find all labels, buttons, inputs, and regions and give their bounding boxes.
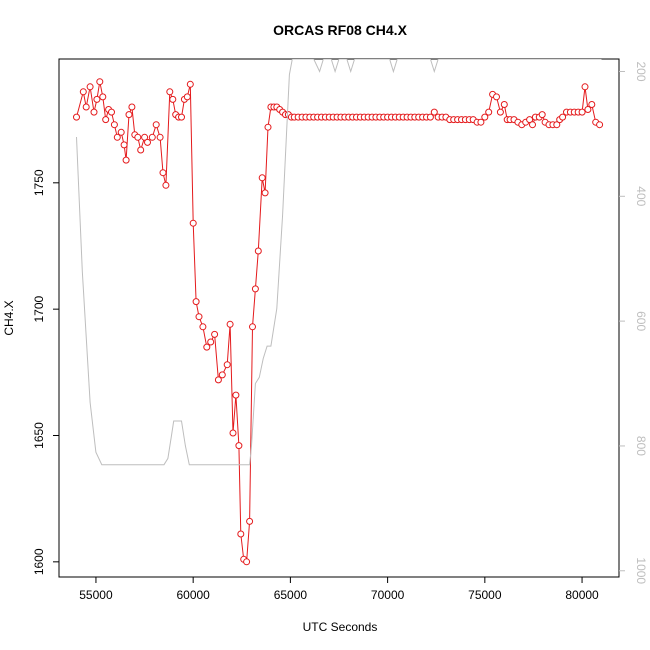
data-point: [125, 111, 133, 119]
data-point: [538, 111, 546, 119]
y2-tick-label: 400: [634, 186, 648, 206]
data-point: [148, 133, 156, 141]
data-point: [249, 323, 256, 331]
secondary-line: [76, 59, 602, 466]
data-point: [553, 121, 561, 129]
y2-tick-label: 800: [634, 436, 648, 456]
x-axis-label: UTC Seconds: [303, 620, 378, 634]
y2-tick-label: 200: [634, 61, 648, 81]
data-point: [122, 156, 130, 164]
data-point: [90, 108, 98, 116]
data-point: [214, 376, 222, 384]
y-axis-label: CH4.X: [2, 300, 16, 335]
data-point: [178, 113, 185, 121]
data-point: [192, 298, 200, 306]
data-point: [73, 113, 80, 121]
data-point: [500, 101, 508, 108]
data-point: [199, 323, 207, 331]
data-point: [261, 189, 269, 197]
data-point: [264, 123, 272, 131]
data-point: [588, 101, 596, 108]
x-tick-label: 55000: [79, 588, 113, 602]
data-point: [211, 330, 219, 338]
data-point: [251, 285, 259, 293]
data-point: [493, 93, 500, 101]
data-point: [169, 95, 177, 103]
data-point: [79, 88, 87, 96]
data-point: [223, 361, 231, 369]
data-point: [82, 103, 90, 111]
data-point: [581, 83, 589, 91]
data-point: [134, 133, 142, 141]
data-point: [86, 83, 94, 91]
data-point: [186, 80, 194, 88]
y-tick-label: 1600: [32, 548, 46, 575]
data-point: [226, 320, 234, 328]
data-point: [203, 343, 211, 351]
data-point: [237, 530, 245, 538]
x-tick-label: 65000: [274, 588, 308, 602]
data-point: [426, 113, 434, 121]
data-point: [578, 108, 586, 116]
data-point: [93, 95, 101, 103]
x-tick-label: 70000: [371, 588, 405, 602]
data-point: [99, 93, 107, 101]
data-point: [430, 108, 438, 116]
data-point: [96, 78, 104, 86]
plot-clip-group: [73, 59, 604, 566]
data-point: [113, 133, 121, 141]
data-point: [137, 146, 145, 154]
data-point: [144, 138, 151, 146]
x-tick-label: 80000: [565, 588, 599, 602]
data-point: [232, 391, 240, 399]
data-point: [477, 118, 485, 126]
y-tick-label: 1750: [32, 169, 46, 196]
x-tick-label: 75000: [468, 588, 502, 602]
y2-tick-label: 1000: [634, 557, 648, 584]
data-point: [529, 121, 536, 129]
data-point: [162, 181, 170, 189]
data-point: [584, 106, 592, 113]
data-point: [120, 141, 128, 149]
y-tick-label: 1700: [32, 295, 46, 322]
data-point: [596, 121, 604, 129]
chart-title: ORCAS RF08 CH4.X: [273, 22, 407, 38]
data-point: [559, 113, 567, 121]
data-point: [243, 558, 251, 566]
data-point: [102, 116, 110, 124]
data-point: [254, 247, 262, 255]
plot-area: [73, 59, 604, 566]
data-point: [110, 121, 118, 129]
data-point: [526, 116, 534, 124]
data-point: [235, 442, 243, 450]
data-point: [166, 88, 174, 96]
data-point: [159, 169, 167, 177]
y-tick-label: 1650: [32, 422, 46, 449]
data-point: [156, 133, 164, 141]
data-point: [485, 108, 493, 116]
primary-line: [76, 81, 600, 563]
data-point: [117, 128, 125, 136]
data-point: [152, 121, 160, 129]
axes: 55000 60000 65000 70000 75000 80000 1600 1650 17…: [32, 61, 648, 602]
data-point: [207, 338, 215, 346]
data-point: [108, 108, 115, 116]
data-point: [141, 133, 149, 141]
data-point: [189, 219, 197, 227]
data-point: [128, 103, 136, 111]
x-tick-label: 60000: [176, 588, 210, 602]
data-point: [258, 174, 266, 182]
data-point: [195, 313, 203, 321]
data-point: [218, 371, 226, 379]
data-point: [481, 113, 489, 121]
data-point: [246, 517, 254, 525]
data-point: [496, 108, 504, 116]
data-point: [229, 429, 237, 437]
y2-tick-label: 600: [634, 311, 648, 331]
data-point: [183, 93, 191, 101]
